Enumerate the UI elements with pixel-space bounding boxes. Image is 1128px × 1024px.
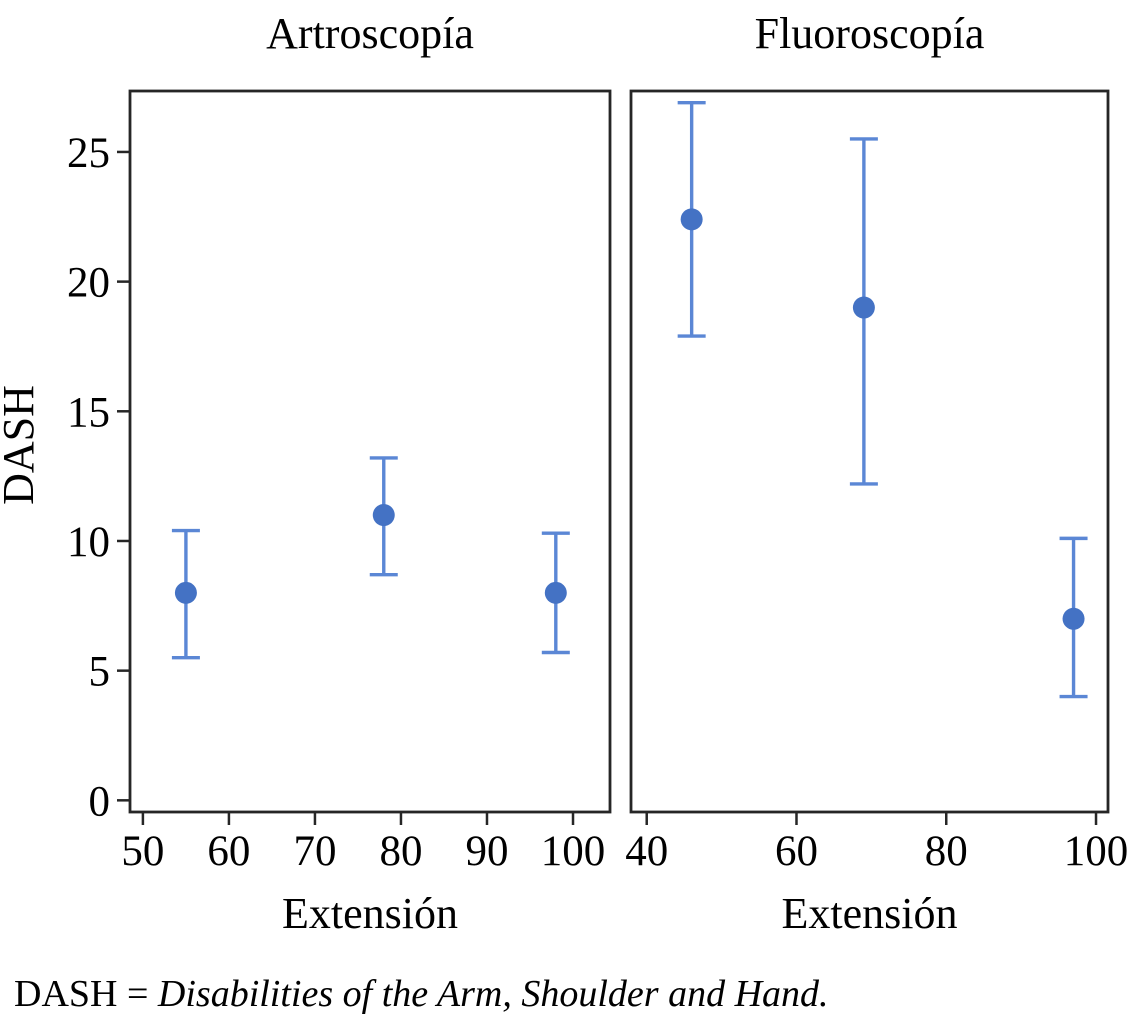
x-tick-label: 70	[293, 828, 336, 875]
data-point-marker	[544, 581, 567, 604]
x-axis-label: Extensión	[782, 889, 958, 938]
x-tick-label: 40	[625, 828, 668, 875]
panel-title: Fluoroscopía	[755, 9, 985, 58]
x-tick-label: 100	[541, 828, 606, 875]
data-point-marker	[680, 208, 703, 231]
y-axis-label: DASH	[0, 385, 43, 505]
panel-border	[629, 89, 1110, 814]
x-tick-label: 100	[1064, 828, 1128, 875]
panel-title: Artroscopía	[266, 9, 474, 58]
data-point-marker	[174, 581, 197, 604]
y-tick-label: 10	[67, 519, 110, 566]
x-tick-label: 60	[775, 828, 818, 875]
y-tick-label: 15	[67, 389, 110, 436]
y-tick-label: 20	[67, 260, 110, 307]
x-tick-label: 80	[379, 828, 422, 875]
error-bar-point	[677, 100, 706, 338]
x-axis-label: Extensión	[282, 889, 458, 938]
error-bar-point	[541, 531, 570, 655]
error-bar-point	[171, 528, 200, 660]
x-tick-label: 90	[465, 828, 508, 875]
panel-1: Fluoroscopía 40 60 80 100 Extensión	[625, 9, 1128, 938]
figure-footnote: DASH = Disabilities of the Arm, Shoulder…	[14, 972, 829, 1016]
footnote-definition: Disabilities of the Arm, Shoulder and Ha…	[157, 973, 829, 1015]
data-point-marker	[372, 504, 395, 527]
x-tick-label: 50	[121, 828, 164, 875]
error-bar-point	[369, 456, 398, 577]
panel-0: Artroscopía 50 60 70 80 90 100 0 5 10 15 20 25 DASH Ex…	[0, 9, 612, 938]
data-point-marker	[1062, 607, 1085, 630]
error-bar-point	[849, 137, 878, 486]
x-tick-label: 60	[207, 828, 250, 875]
y-tick-label: 25	[67, 130, 110, 177]
y-tick-label: 5	[89, 649, 111, 696]
footnote-abbreviation: DASH =	[14, 973, 158, 1015]
error-bar-point	[1059, 536, 1088, 699]
data-point-marker	[852, 296, 875, 319]
y-tick-label: 0	[89, 778, 111, 825]
x-tick-label: 80	[925, 828, 968, 875]
panel-border	[128, 89, 612, 814]
